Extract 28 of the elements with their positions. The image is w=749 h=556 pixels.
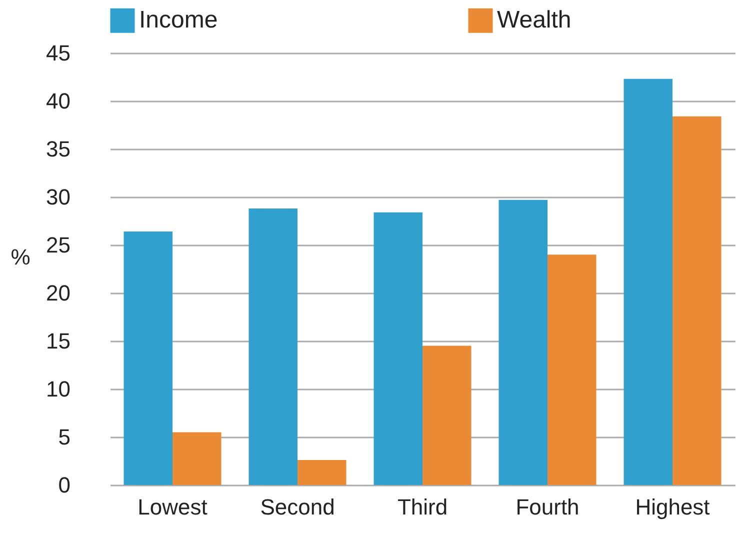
legend-label: Wealth (497, 6, 572, 34)
y-tick-label: 40 (46, 88, 70, 114)
y-tick-label: 10 (46, 376, 70, 402)
y-tick-label: 20 (46, 280, 70, 306)
bar (298, 460, 346, 485)
bar (498, 200, 548, 485)
bar (624, 78, 672, 485)
x-tick-label: Third (397, 494, 448, 520)
y-tick-label: 15 (46, 328, 70, 354)
x-tick-label: Second (260, 494, 335, 520)
bar (172, 432, 222, 485)
legend-label: Income (139, 6, 218, 34)
bar (548, 254, 596, 485)
y-tick-label: 35 (46, 136, 70, 162)
bar (248, 208, 298, 485)
bar (124, 232, 172, 485)
x-tick-label: Highest (635, 494, 710, 520)
x-tick-label: Fourth (516, 494, 580, 520)
y-tick-label: 45 (46, 40, 70, 66)
y-tick-label: 0 (58, 472, 70, 498)
bar (374, 212, 422, 485)
y-tick-label: 5 (58, 424, 70, 450)
x-tick-label: Lowest (138, 494, 208, 520)
y-tick-label: 30 (46, 184, 70, 210)
bar (422, 346, 472, 485)
bar (672, 116, 722, 485)
y-tick-label: 25 (46, 232, 70, 258)
y-axis-title: % (10, 244, 30, 270)
